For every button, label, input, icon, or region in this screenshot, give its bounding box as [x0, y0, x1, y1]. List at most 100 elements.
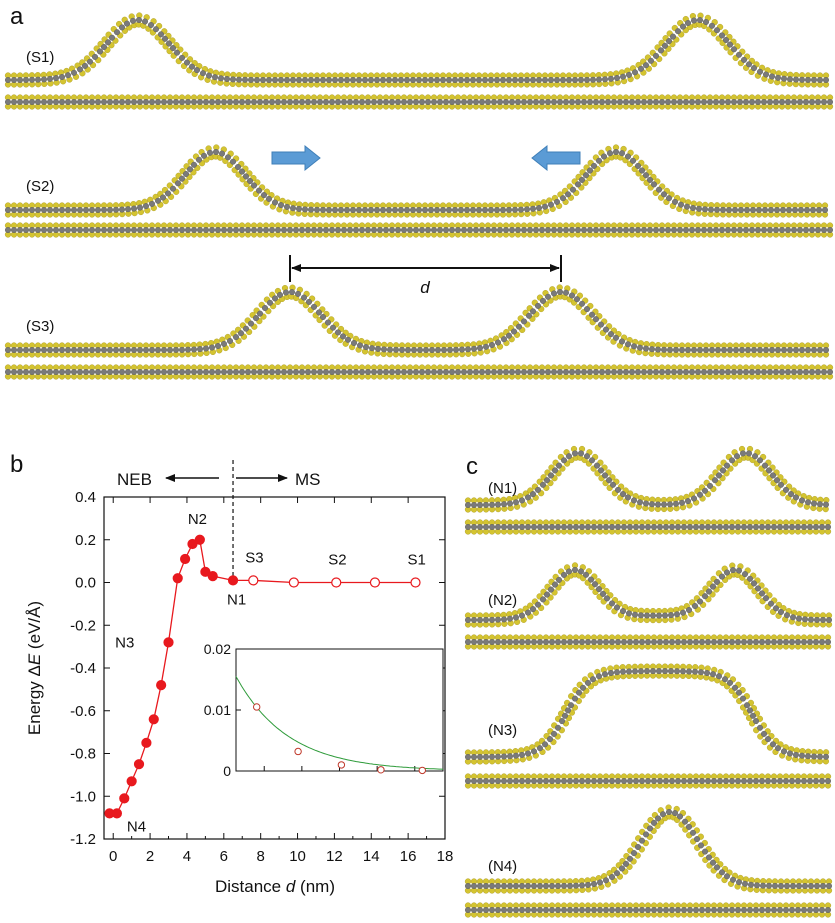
metal-atom: [808, 883, 815, 890]
metal-atom: [774, 477, 781, 484]
metal-atom: [726, 206, 733, 213]
metal-atom: [663, 524, 670, 531]
metal-atom: [23, 347, 30, 354]
metal-atom: [613, 334, 620, 341]
metal-atom: [775, 347, 782, 354]
metal-atom: [554, 76, 561, 83]
metal-atom: [569, 226, 576, 233]
metal-atom: [820, 883, 827, 890]
metal-atom: [793, 494, 800, 501]
metal-atom: [596, 586, 603, 593]
y-tick-label: -0.6: [70, 703, 96, 720]
metal-atom: [184, 369, 191, 376]
metal-atom: [208, 344, 215, 351]
metal-atom: [455, 98, 462, 105]
metal-atom: [501, 501, 508, 508]
metal-atom: [142, 98, 149, 105]
metal-atom: [257, 369, 264, 376]
metal-atom: [455, 226, 462, 233]
metal-atom: [543, 883, 550, 890]
metal-atom: [821, 369, 828, 376]
metal-atom: [136, 347, 143, 354]
metal-atom: [691, 347, 698, 354]
metal-atom: [267, 299, 274, 306]
metal-atom: [513, 499, 520, 506]
metal-atom: [795, 524, 802, 531]
metal-atom: [621, 639, 628, 646]
metal-atom: [380, 76, 387, 83]
metal-atom: [477, 883, 484, 890]
metal-atom: [311, 226, 318, 233]
metal-atom: [389, 226, 396, 233]
metal-atom: [443, 98, 450, 105]
metal-atom: [159, 194, 166, 201]
metal-atom: [497, 98, 504, 105]
metal-atom: [536, 76, 543, 83]
metal-atom: [41, 347, 48, 354]
metal-atom: [807, 907, 814, 914]
point-label-n2: N2: [188, 511, 207, 528]
metal-atom: [527, 369, 534, 376]
metal-atom: [647, 369, 654, 376]
x-tick-label: 0: [109, 848, 117, 865]
metal-atom: [575, 226, 582, 233]
metal-atom: [35, 98, 42, 105]
metal-atom: [621, 907, 628, 914]
metal-atom: [507, 524, 514, 531]
metal-atom: [305, 98, 312, 105]
metal-atom: [118, 24, 125, 31]
metal-atom: [464, 76, 471, 83]
metal-atom: [778, 481, 785, 488]
metal-atom: [653, 98, 660, 105]
metal-atom: [169, 45, 176, 52]
metal-atom: [811, 753, 818, 760]
metal-atom: [449, 369, 456, 376]
metal-atom: [530, 205, 537, 212]
metal-atom: [483, 343, 490, 350]
metal-atom: [566, 453, 573, 460]
metal-atom: [425, 226, 432, 233]
metal-atom: [142, 369, 149, 376]
metal-atom: [246, 177, 253, 184]
metal-atom: [729, 907, 736, 914]
metal-atom: [774, 206, 781, 213]
metal-atom: [338, 76, 345, 83]
metal-atom: [703, 347, 710, 354]
metal-atom: [784, 883, 791, 890]
metal-atom: [269, 98, 276, 105]
metal-atom: [779, 98, 786, 105]
metal-atom: [241, 76, 248, 83]
metal-atom: [76, 206, 83, 213]
metal-atom: [437, 369, 444, 376]
metal-atom: [513, 639, 520, 646]
metal-atom: [701, 226, 708, 233]
metal-atom: [614, 74, 621, 81]
metal-atom: [736, 879, 743, 886]
y-axis-label: Energy ΔE (eV/Å): [25, 601, 44, 735]
metal-atom: [223, 75, 230, 82]
metal-atom: [604, 595, 611, 602]
metal-atom: [362, 76, 369, 83]
y-tick-label: -1.2: [70, 831, 96, 848]
metal-atom: [557, 369, 564, 376]
metal-atom: [695, 369, 702, 376]
metal-atom: [543, 524, 550, 531]
metal-atom: [617, 98, 624, 105]
metal-atom: [805, 753, 812, 760]
metal-atom: [226, 338, 233, 345]
metal-atom: [94, 98, 101, 105]
metal-atom: [729, 778, 736, 785]
metal-atom: [503, 369, 510, 376]
metal-atom: [559, 718, 566, 725]
neb-point: [133, 759, 145, 770]
metal-atom: [750, 712, 757, 719]
metal-atom: [238, 168, 245, 175]
metal-atom: [743, 226, 750, 233]
metal-atom: [124, 98, 131, 105]
point-label-n1: N1: [227, 591, 246, 608]
metal-atom: [509, 226, 516, 233]
metal-atom: [35, 369, 42, 376]
metal-atom: [635, 98, 642, 105]
metal-atom: [627, 524, 634, 531]
metal-atom: [154, 369, 161, 376]
